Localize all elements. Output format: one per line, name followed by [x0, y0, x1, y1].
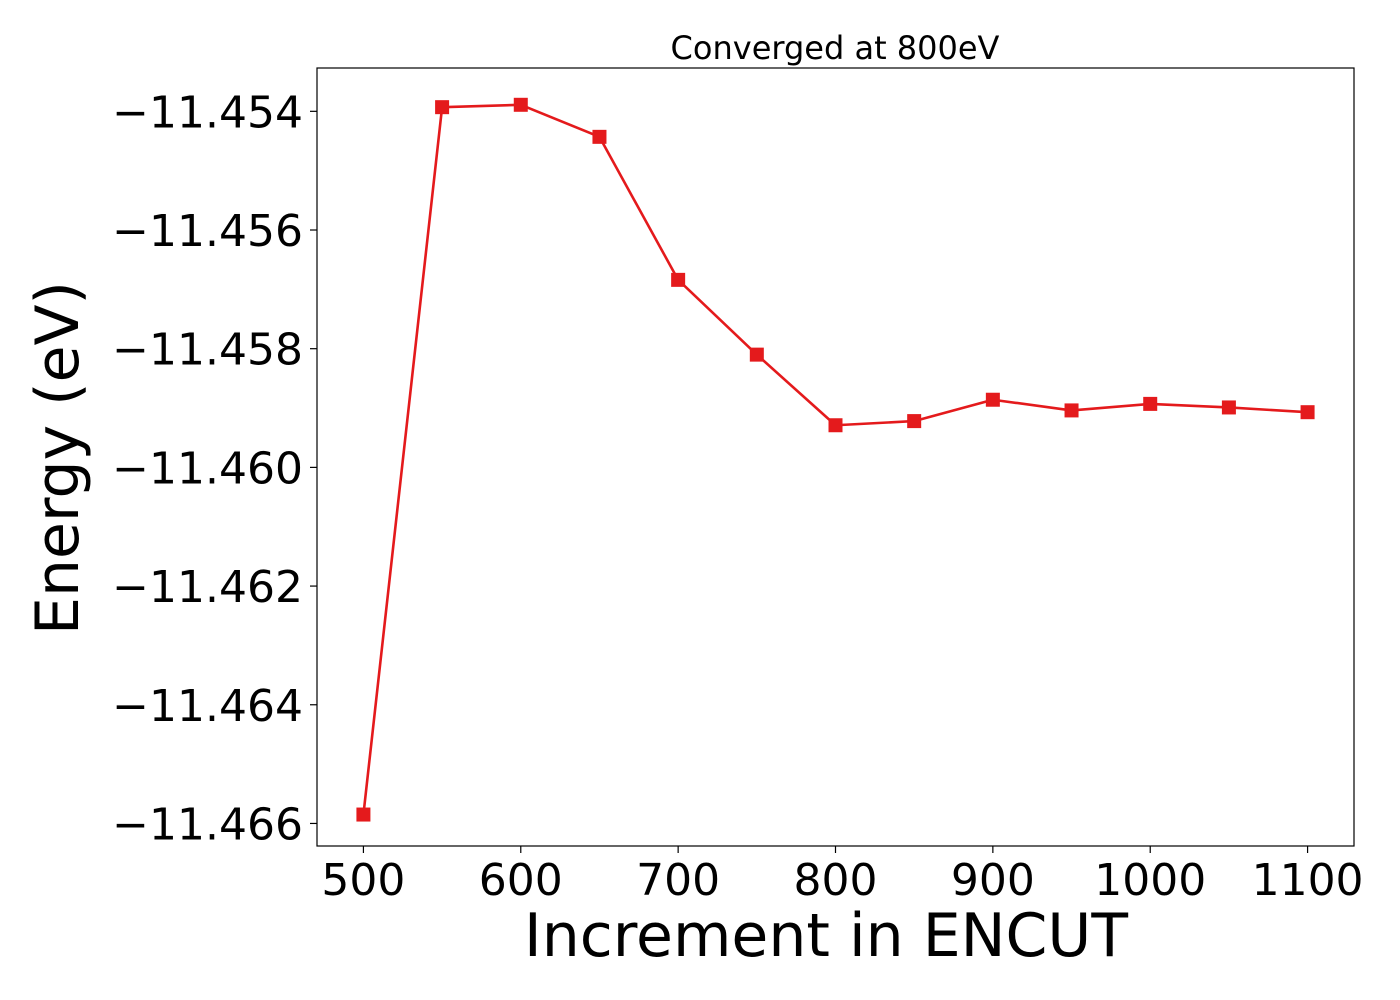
x-tick-label: 1100 — [1252, 855, 1364, 906]
plot-area — [356, 97, 1315, 822]
y-tick-label: −11.462 — [112, 562, 303, 613]
data-point-marker — [1300, 405, 1315, 420]
data-point-marker — [1143, 396, 1158, 411]
x-tick-label: 600 — [479, 855, 563, 906]
series-line — [362, 103, 1308, 815]
x-tick-label: 1000 — [1094, 855, 1206, 906]
data-point-marker — [985, 392, 1000, 407]
x-tick-label: 900 — [951, 855, 1035, 906]
y-axis-label: Energy (eV) — [23, 281, 93, 635]
data-point-marker — [671, 272, 686, 287]
data-point-marker — [1221, 400, 1236, 415]
data-point-marker — [513, 97, 528, 112]
x-tick-label: 800 — [794, 855, 878, 906]
data-point-marker — [907, 414, 922, 429]
x-tick-label: 500 — [321, 855, 405, 906]
data-point-marker — [435, 100, 450, 115]
x-axis: 500 600 700 800 900 1000 1100 — [321, 846, 1364, 906]
y-tick-label: −11.466 — [112, 799, 303, 850]
y-tick-label: −11.460 — [112, 443, 303, 494]
data-point-marker — [592, 129, 607, 144]
x-tick-label: 700 — [636, 855, 720, 906]
y-axis: −11.454 −11.456 −11.458 −11.460 −11.462 −11.4… — [112, 87, 317, 850]
data-point-marker — [828, 418, 843, 433]
axes-frame — [316, 67, 1355, 847]
y-tick-label: −11.458 — [112, 325, 303, 376]
chart-title: Converged at 800eV — [671, 29, 1000, 67]
data-point-marker — [749, 347, 764, 362]
y-tick-label: −11.464 — [112, 681, 303, 732]
data-point-marker — [356, 807, 371, 822]
data-point-marker — [1064, 403, 1079, 418]
y-tick-label: −11.456 — [112, 206, 303, 257]
x-axis-label: Increment in ENCUT — [524, 901, 1128, 971]
y-tick-label: −11.454 — [112, 87, 303, 138]
